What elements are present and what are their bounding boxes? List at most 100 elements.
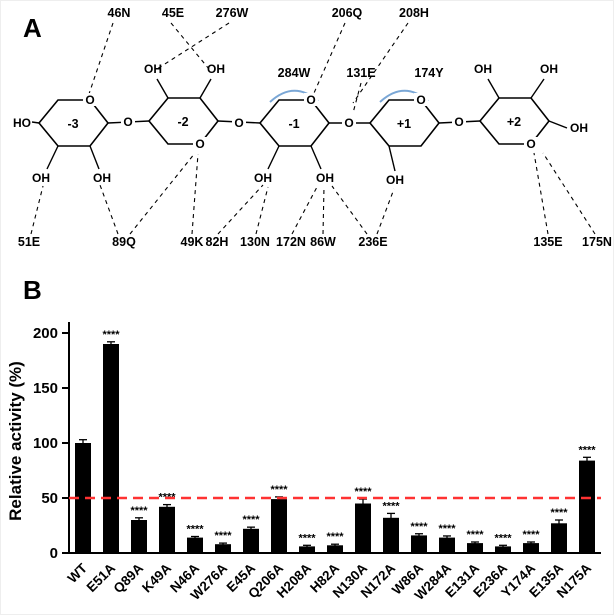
ring-oxygen: O bbox=[526, 137, 535, 151]
significance-stars: **** bbox=[382, 500, 400, 512]
bar bbox=[299, 546, 315, 553]
y-tick-label: 50 bbox=[41, 490, 58, 507]
significance-stars: **** bbox=[214, 530, 232, 542]
atom-mask bbox=[414, 93, 428, 106]
significance-stars: **** bbox=[326, 531, 344, 543]
hydroxyl-group: OH bbox=[93, 171, 111, 185]
bar bbox=[103, 344, 119, 553]
interaction-line bbox=[322, 186, 325, 235]
hydroxyl-bond bbox=[46, 145, 59, 170]
interaction-line bbox=[313, 22, 346, 94]
interaction-line bbox=[156, 22, 230, 70]
bar bbox=[75, 443, 91, 553]
bar bbox=[159, 506, 175, 553]
atom-mask bbox=[304, 93, 318, 106]
significance-stars: **** bbox=[186, 524, 204, 536]
linker-oxygen: O bbox=[234, 116, 243, 130]
hydroxyl-bond bbox=[310, 145, 322, 170]
residue-label-highlighted: 236E bbox=[358, 235, 387, 249]
linker-oxygen: O bbox=[123, 115, 132, 129]
bar bbox=[215, 544, 231, 553]
interaction-line bbox=[88, 22, 114, 95]
residue-label: 49K bbox=[181, 235, 204, 249]
interaction-line bbox=[352, 22, 409, 104]
significance-stars: **** bbox=[270, 484, 288, 496]
residue-label: 206Q bbox=[332, 6, 363, 20]
residue-label: 175N bbox=[582, 235, 612, 249]
significance-stars: **** bbox=[102, 329, 120, 341]
residue-label: 82H bbox=[206, 235, 229, 249]
significance-stars: **** bbox=[298, 532, 316, 544]
interaction-line bbox=[99, 184, 119, 235]
hydroxyl-group: OH bbox=[474, 62, 492, 76]
atom-mask bbox=[193, 137, 207, 151]
x-tick-label: Q89A bbox=[111, 560, 147, 596]
hydroxyl-group: OH bbox=[144, 62, 162, 76]
bar bbox=[579, 460, 595, 553]
interaction-line bbox=[291, 186, 318, 235]
significance-stars: **** bbox=[494, 532, 512, 544]
bar bbox=[467, 543, 483, 553]
y-tick-label: 150 bbox=[33, 380, 58, 397]
atom-mask bbox=[83, 93, 97, 106]
ring-oxygen: O bbox=[195, 137, 204, 151]
hydroxyl-bond bbox=[156, 78, 169, 99]
residue-label: 172N bbox=[276, 235, 306, 249]
residue-label: 45E bbox=[162, 6, 184, 20]
hydroxyl-bond bbox=[267, 145, 280, 170]
bar bbox=[439, 537, 455, 553]
x-tick-label: K49A bbox=[139, 560, 174, 595]
interaction-line bbox=[217, 184, 264, 235]
hydroxyl-bond bbox=[530, 78, 545, 99]
hydroxyl-group: OH bbox=[570, 121, 588, 135]
residue-label: 174Y bbox=[414, 66, 444, 80]
significance-stars: **** bbox=[130, 505, 148, 517]
hydroxyl-bond bbox=[388, 145, 396, 172]
plot-area: 050100150200WT****E51A****Q89A****K49A**… bbox=[33, 322, 601, 603]
bar bbox=[271, 499, 287, 553]
bar bbox=[411, 535, 427, 553]
hydroxyl-bond bbox=[89, 145, 100, 170]
hydroxyl-bond bbox=[199, 78, 212, 99]
atom-mask bbox=[452, 115, 466, 129]
residue-label: 284W bbox=[278, 66, 311, 80]
hydroxyl-group: OH bbox=[316, 171, 334, 185]
panel-b-label: B bbox=[23, 275, 42, 305]
interaction-line bbox=[542, 152, 596, 235]
interaction-line bbox=[331, 185, 368, 235]
residue-label-highlighted: 131E bbox=[346, 66, 375, 80]
interaction-line bbox=[170, 22, 210, 70]
hydroxyl-group: OH bbox=[32, 171, 50, 185]
interaction-line bbox=[352, 82, 362, 114]
linker-oxygen: O bbox=[454, 115, 463, 129]
residue-label: 208H bbox=[399, 6, 429, 20]
ring-oxygen: O bbox=[416, 93, 425, 107]
panel-a-diagram: A bbox=[13, 6, 612, 249]
bar bbox=[355, 503, 371, 553]
hydroxyl-bond bbox=[31, 121, 40, 124]
atom-mask bbox=[342, 116, 356, 130]
hydroxyl-group: OH bbox=[386, 173, 404, 187]
linker-oxygen: O bbox=[344, 116, 353, 130]
hydroxyl-bond bbox=[548, 120, 568, 129]
ring-oxygen: O bbox=[85, 93, 94, 107]
y-tick-label: 200 bbox=[33, 325, 58, 342]
hydroxyl-group: HO bbox=[13, 116, 31, 130]
atom-mask bbox=[524, 137, 538, 151]
residue-label: 51E bbox=[18, 235, 40, 249]
hydroxyl-group: OH bbox=[207, 62, 225, 76]
atom-mask bbox=[121, 115, 135, 129]
subsite-label: -3 bbox=[67, 117, 78, 131]
y-tick-label: 0 bbox=[50, 545, 58, 562]
significance-stars: **** bbox=[522, 529, 540, 541]
residue-label: 46N bbox=[108, 6, 131, 20]
bar bbox=[327, 545, 343, 553]
atom-mask bbox=[232, 116, 246, 130]
interaction-line bbox=[533, 152, 549, 235]
residue-label: 89Q bbox=[112, 235, 136, 249]
significance-stars: **** bbox=[354, 486, 372, 498]
interaction-line bbox=[191, 153, 199, 235]
subsite-label: +1 bbox=[397, 117, 411, 131]
bar bbox=[551, 523, 567, 553]
